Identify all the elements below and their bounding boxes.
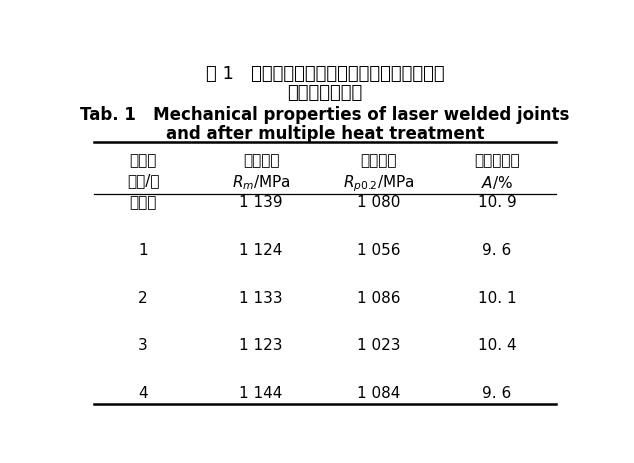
Text: 抗拉强度: 抗拉强度 (243, 152, 280, 168)
Text: 断面收缩率: 断面收缩率 (474, 152, 520, 168)
Text: 焊接态: 焊接态 (129, 195, 157, 210)
Text: 9. 6: 9. 6 (482, 243, 512, 257)
Text: 1: 1 (138, 243, 148, 257)
Text: 热处理: 热处理 (129, 152, 157, 168)
Text: 1 124: 1 124 (240, 243, 283, 257)
Text: $A$/%: $A$/% (481, 173, 513, 190)
Text: and after multiple heat treatment: and after multiple heat treatment (165, 125, 484, 143)
Text: 次数/次: 次数/次 (127, 173, 159, 188)
Text: 10. 1: 10. 1 (477, 290, 516, 305)
Text: 1 144: 1 144 (240, 385, 283, 400)
Text: 1 023: 1 023 (357, 338, 401, 352)
Text: 10. 4: 10. 4 (477, 338, 516, 352)
Text: Tab. 1   Mechanical properties of laser welded joints: Tab. 1 Mechanical properties of laser we… (81, 106, 569, 124)
Text: 1 123: 1 123 (239, 338, 283, 352)
Text: 表 1   原始焊接态和焊后多次热处理态焊接接头: 表 1 原始焊接态和焊后多次热处理态焊接接头 (205, 64, 444, 82)
Text: $R_{p0.2}$/MPa: $R_{p0.2}$/MPa (343, 173, 415, 194)
Text: 屈服强度: 屈服强度 (361, 152, 398, 168)
Text: 1 133: 1 133 (239, 290, 283, 305)
Text: 1 086: 1 086 (357, 290, 401, 305)
Text: 9. 6: 9. 6 (482, 385, 512, 400)
Text: 1 080: 1 080 (358, 195, 401, 210)
Text: 3: 3 (138, 338, 148, 352)
Text: 1 056: 1 056 (357, 243, 401, 257)
Text: $R_m$/MPa: $R_m$/MPa (231, 173, 290, 192)
Text: 2: 2 (138, 290, 148, 305)
Text: 1 084: 1 084 (358, 385, 401, 400)
Text: 1 139: 1 139 (239, 195, 283, 210)
Text: 的室温力学性能: 的室温力学性能 (287, 84, 363, 102)
Text: 10. 9: 10. 9 (477, 195, 516, 210)
Text: 4: 4 (138, 385, 148, 400)
